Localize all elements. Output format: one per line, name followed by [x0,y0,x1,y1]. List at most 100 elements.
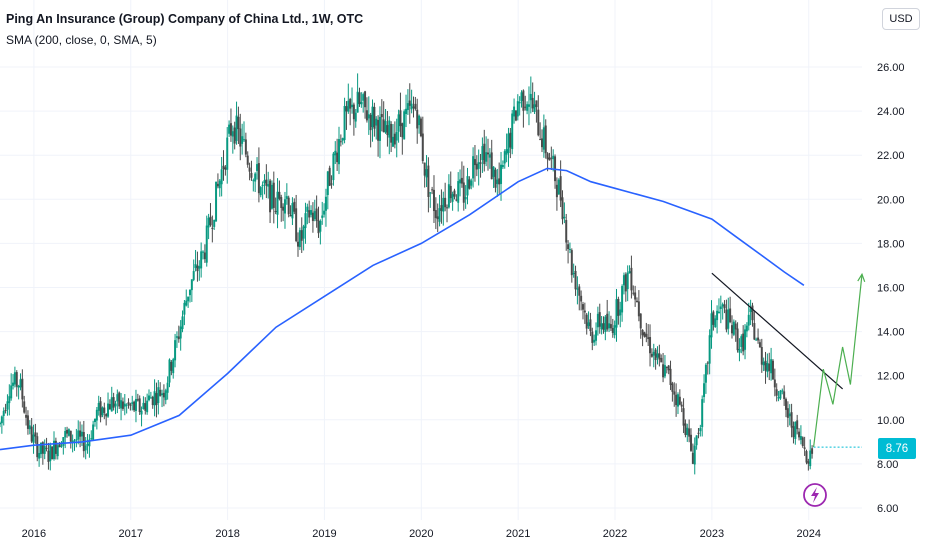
candle-body [801,437,804,447]
candle-body [541,138,544,148]
candle-body [546,153,549,160]
candle-body [591,331,594,343]
candle-body [142,402,145,410]
candle-body [86,444,89,446]
time-axis[interactable]: 2016 2017 2018 2019 2020 2021 2022 2023 2024 [22,528,821,540]
candle-body [732,321,735,335]
candle-body [15,372,18,387]
candle-body [520,92,523,101]
candle-body [93,418,96,423]
candle-body [283,199,286,214]
lightning-icon[interactable] [803,483,827,507]
y-tick-label: 26.00 [877,62,905,74]
candle-body [108,404,111,410]
candle-body [393,133,396,145]
candle-body [537,109,540,136]
currency-button[interactable]: USD [882,8,920,30]
candle-body [663,365,666,377]
candle-body [598,312,601,327]
candle-body [555,184,558,198]
candle-body [717,311,720,314]
x-tick-label: 2017 [119,528,143,540]
candle-body [6,401,9,410]
candle-body [274,210,277,212]
candle-body [557,179,560,195]
candle-body [32,434,35,443]
candle-body [669,368,672,385]
candle-body [323,210,326,215]
candle-body [110,397,113,412]
candle-body [632,292,635,294]
candle-body [414,103,417,110]
candle-body [779,390,782,399]
candle-body [500,164,503,184]
candle-body [202,251,205,253]
candle-body [216,183,219,187]
candle-body [134,398,137,411]
candle-body [423,162,426,176]
candle-body [691,452,694,464]
y-tick-label: 12.00 [877,371,905,383]
candle-body [418,115,421,126]
candle-body [367,114,370,119]
candle-body [129,404,132,406]
price-axis[interactable]: 26.00 24.00 22.00 20.00 18.00 16.00 14.00 12.00… [877,62,905,515]
candle-body [38,452,41,459]
candle-body [548,157,551,161]
candle-body [166,382,169,393]
candle-body [624,274,627,292]
candle-body [516,101,519,117]
candle-body [682,408,685,426]
candle-body [399,110,402,127]
candle-body [188,289,191,296]
candle-body [382,119,385,133]
candle-body [494,169,497,188]
candle-body [805,451,808,463]
candle-body [416,109,419,129]
candle-body [151,396,154,406]
candle-body [157,387,160,404]
candle-body [248,167,251,172]
candle-body [803,447,806,449]
candle-body [362,94,365,101]
candle-body [162,392,165,398]
candle-body [172,359,175,374]
candle-body [680,404,683,407]
candle-body [289,215,292,217]
candle-body [798,431,801,438]
sma-200-line [0,167,805,451]
x-tick-label: 2021 [506,528,530,540]
candle-body [315,208,318,221]
candle-body [671,383,674,392]
candle-body [719,306,722,310]
candle-body [293,201,296,212]
candle-body [155,393,158,405]
candle-body [440,205,443,211]
candle-body [641,329,644,336]
candle-body [690,434,693,451]
candle-body [375,118,378,126]
candle-body [378,116,381,141]
candle-body [740,336,743,348]
candle-body [436,216,439,220]
candle-body [194,264,197,268]
candle-body [337,139,340,165]
candle-body [656,353,659,358]
candle-body [339,141,342,143]
y-tick-label: 22.00 [877,150,905,162]
candle-body [492,166,495,177]
candle-body [704,364,707,383]
candle-body [745,325,748,332]
indicator-legend[interactable]: SMA (200, close, 0, SMA, 5) [6,33,157,47]
candle-body [28,425,31,430]
candle-body [749,308,752,313]
candle-body [205,225,208,263]
candle-body [736,328,739,351]
candle-body [254,173,257,182]
candle-body [453,190,456,197]
candle-body [410,103,413,110]
candle-body [427,165,430,197]
candle-body [79,430,82,437]
y-tick-label: 20.00 [877,194,905,206]
